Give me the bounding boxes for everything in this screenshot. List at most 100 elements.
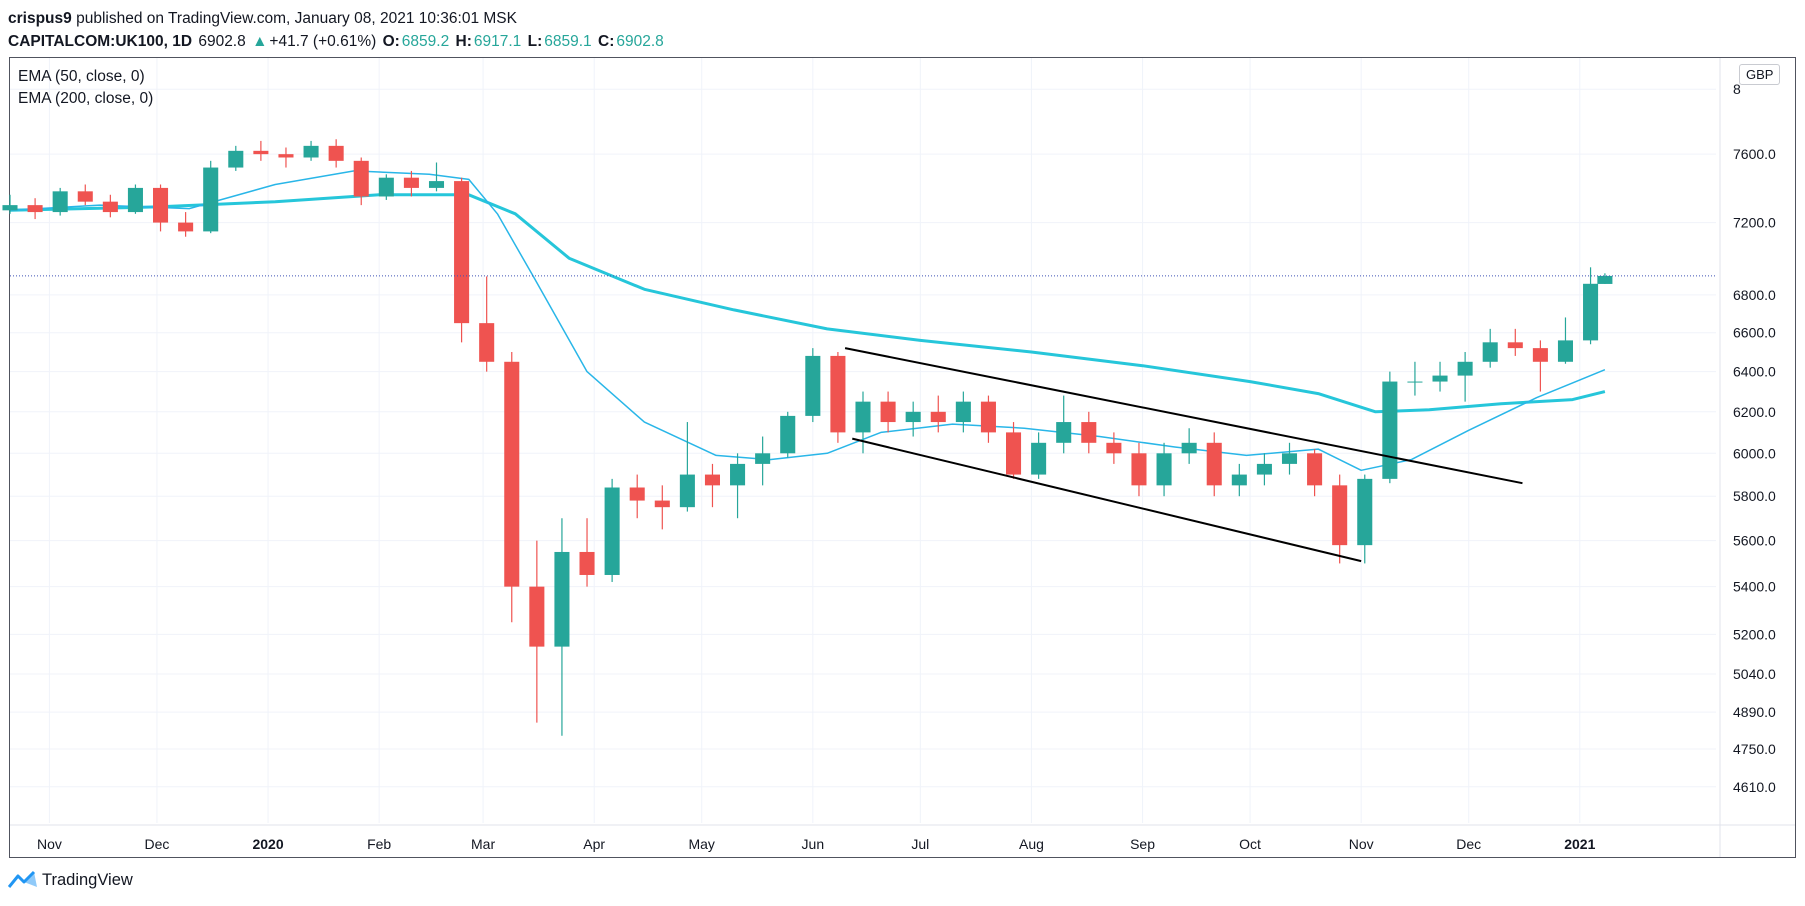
trendlines[interactable] bbox=[844, 347, 1523, 563]
close-label: C: bbox=[598, 33, 615, 50]
candle-body bbox=[1332, 485, 1348, 546]
candle-body bbox=[1231, 474, 1247, 486]
candle bbox=[755, 436, 771, 486]
ema-series-path bbox=[9, 170, 1606, 472]
ema-50-line[interactable] bbox=[9, 170, 1606, 472]
candle bbox=[77, 184, 93, 206]
candle-body bbox=[1407, 381, 1423, 383]
candle-body bbox=[1432, 375, 1448, 382]
candle-body bbox=[780, 415, 796, 454]
high-value: 6917.1 bbox=[473, 33, 522, 50]
price-tick-label: 5200.0 bbox=[1733, 626, 1776, 642]
candle-body bbox=[328, 145, 344, 161]
price-tick-label: 6000.0 bbox=[1733, 445, 1776, 461]
time-axis[interactable]: Nov Dec 2020 Feb Mar Apr May Jun Jul Aug Sep Oct Nov… bbox=[37, 836, 1596, 852]
candle-body bbox=[303, 145, 319, 158]
time-tick-label: Nov bbox=[37, 836, 62, 852]
price-tick-label: 5600.0 bbox=[1733, 533, 1776, 549]
candle bbox=[1106, 432, 1122, 464]
candle bbox=[454, 177, 470, 343]
candle bbox=[1281, 442, 1298, 475]
candle-body bbox=[955, 401, 971, 423]
legend-ema-50[interactable]: EMA (50, close, 0) bbox=[18, 68, 145, 85]
candle-body bbox=[153, 187, 169, 223]
time-tick-label: Dec bbox=[144, 836, 169, 852]
change-arrow-icon: ▲ bbox=[252, 33, 268, 50]
candle bbox=[504, 352, 520, 623]
candle bbox=[1583, 267, 1599, 345]
candle bbox=[579, 518, 595, 587]
candle bbox=[629, 474, 645, 519]
price-tick-label: 6400.0 bbox=[1733, 364, 1776, 380]
price-change: +41.7 (+0.61%) bbox=[269, 33, 377, 50]
candle bbox=[805, 348, 821, 423]
time-tick-label: Dec bbox=[1456, 836, 1481, 852]
candle-body bbox=[102, 201, 118, 213]
candle-body bbox=[454, 181, 470, 324]
candle-body bbox=[278, 154, 294, 158]
candle bbox=[1457, 352, 1473, 402]
time-tick-label: Apr bbox=[583, 836, 605, 852]
candle bbox=[27, 198, 43, 220]
candle bbox=[403, 170, 419, 197]
candle-body bbox=[378, 177, 394, 197]
symbol-label[interactable]: CAPITALCOM:UK100, 1D bbox=[8, 33, 193, 50]
ema-200-line[interactable] bbox=[9, 193, 1606, 414]
candle-body bbox=[855, 401, 871, 433]
candle bbox=[1156, 442, 1172, 497]
price-tick-label: 8 bbox=[1733, 81, 1741, 97]
time-tick-label: 2020 bbox=[252, 836, 283, 852]
candlesticks[interactable] bbox=[2, 139, 1613, 736]
price-tick-label: 5800.0 bbox=[1733, 488, 1776, 504]
candle-body bbox=[1206, 442, 1222, 486]
currency-badge[interactable]: GBP bbox=[1739, 64, 1781, 85]
candle-body bbox=[1597, 275, 1613, 284]
candle-body bbox=[2, 205, 18, 211]
candle bbox=[905, 401, 921, 437]
indicator-legend: EMA (50, close, 0) EMA (200, close, 0) bbox=[18, 66, 153, 110]
candle bbox=[479, 276, 495, 372]
time-tick-label: 2021 bbox=[1564, 836, 1595, 852]
candle-body bbox=[127, 187, 143, 213]
tradingview-logo-icon bbox=[8, 870, 37, 888]
candle bbox=[1382, 371, 1398, 484]
candle-body bbox=[504, 361, 520, 587]
candle-body bbox=[830, 355, 846, 433]
grid-lines bbox=[10, 58, 1795, 857]
footer-branding[interactable]: TradingView bbox=[8, 870, 133, 890]
price-axis[interactable]: 8 7600.0 7200.0 6800.0 6600.0 6400.0 6200.0 600… bbox=[1733, 81, 1776, 795]
candle bbox=[1231, 463, 1247, 497]
candle-body bbox=[529, 586, 545, 647]
candle bbox=[1206, 432, 1222, 497]
published-info: published on TradingView.com, January 08… bbox=[76, 10, 517, 27]
author-name[interactable]: crispus9 bbox=[8, 10, 72, 27]
candle-body bbox=[905, 411, 921, 423]
price-tick-label: 4890.0 bbox=[1733, 704, 1776, 720]
candle bbox=[880, 391, 896, 433]
time-tick-label: Jun bbox=[802, 836, 825, 852]
candle bbox=[529, 540, 545, 723]
candle-body bbox=[403, 177, 419, 188]
time-tick-label: Aug bbox=[1019, 836, 1044, 852]
close-value: 6902.8 bbox=[616, 33, 664, 50]
candle-body bbox=[1307, 453, 1323, 486]
open-label: O: bbox=[382, 33, 400, 50]
tradingview-brand: TradingView bbox=[42, 870, 133, 889]
price-tick-label: 6200.0 bbox=[1733, 404, 1776, 420]
price-chart[interactable]: 8 7600.0 7200.0 6800.0 6600.0 6400.0 6200.0 600… bbox=[0, 0, 1805, 870]
candle bbox=[1432, 361, 1448, 392]
candle bbox=[1307, 449, 1323, 497]
legend-ema-200[interactable]: EMA (200, close, 0) bbox=[18, 90, 154, 107]
candle bbox=[930, 395, 946, 433]
candle-body bbox=[554, 551, 570, 647]
candle bbox=[378, 174, 394, 200]
candle-body bbox=[930, 411, 946, 423]
open-value: 6859.2 bbox=[401, 33, 450, 50]
candle bbox=[1256, 453, 1272, 486]
candle bbox=[980, 395, 996, 443]
candle bbox=[1181, 428, 1197, 464]
candle bbox=[1056, 395, 1072, 454]
high-label: H: bbox=[455, 33, 472, 50]
candle bbox=[1081, 411, 1097, 454]
candle bbox=[52, 187, 68, 216]
